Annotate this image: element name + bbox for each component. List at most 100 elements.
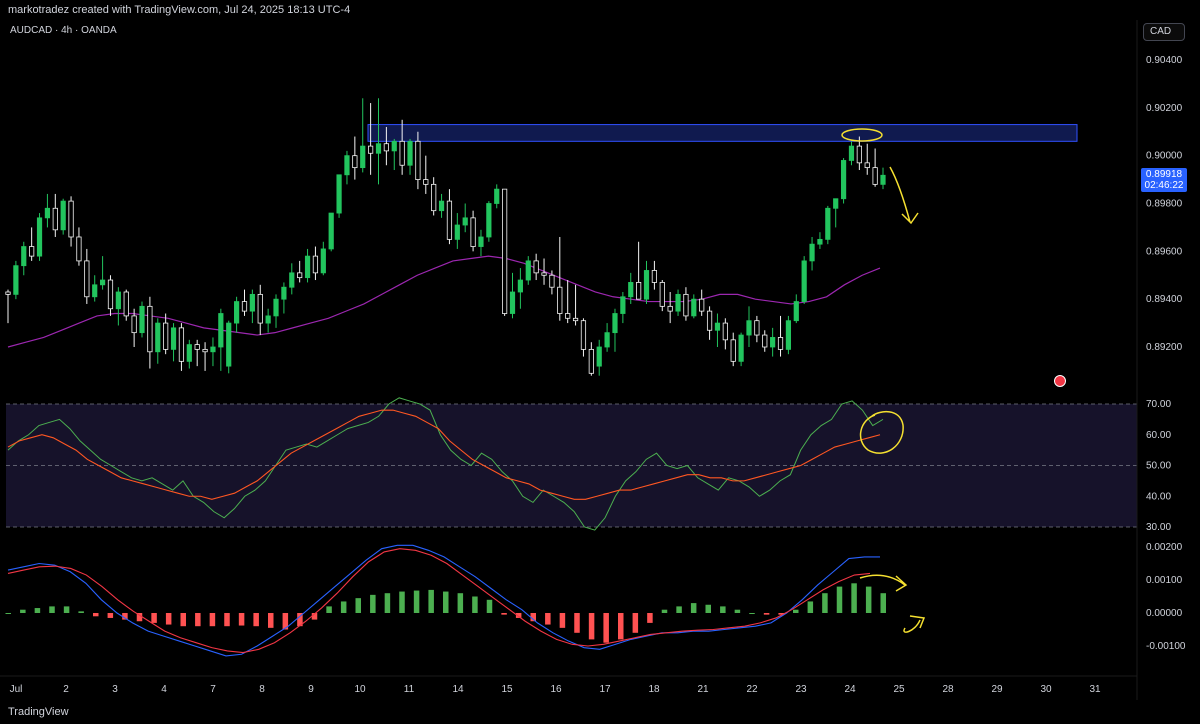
candle-body xyxy=(525,260,531,281)
candle-body xyxy=(226,322,232,367)
canada-flag-icon[interactable] xyxy=(1054,375,1066,387)
macd-histogram-bar xyxy=(195,613,201,627)
candle-body xyxy=(21,246,27,267)
candle-body xyxy=(273,298,279,317)
time-tick: 28 xyxy=(942,684,954,695)
rsi-ma-line xyxy=(7,409,881,500)
candle-body xyxy=(840,160,847,200)
candle-body xyxy=(241,301,248,312)
candle-body xyxy=(762,334,768,348)
macd-histogram-bar xyxy=(501,613,507,615)
candle-body xyxy=(13,265,19,295)
time-tick: 24 xyxy=(844,684,856,695)
macd-histogram-bar xyxy=(282,613,289,630)
macd-histogram-bar xyxy=(836,586,843,613)
candle-body xyxy=(864,162,870,169)
candle-body xyxy=(588,348,594,374)
candle-body xyxy=(249,293,255,312)
macd-histogram-bar xyxy=(880,593,886,613)
time-tick: 7 xyxy=(210,684,216,695)
candle-body xyxy=(462,217,468,226)
candle-body xyxy=(509,291,516,314)
candle-body xyxy=(801,260,807,302)
macd-histogram-bar xyxy=(107,613,114,618)
candle-body xyxy=(234,301,240,324)
time-tick: 3 xyxy=(112,684,118,695)
macd-histogram-bar xyxy=(720,606,726,613)
candle-body xyxy=(580,320,587,350)
candle-body xyxy=(691,298,697,317)
candle-body xyxy=(139,305,145,334)
candle-body xyxy=(194,344,200,350)
macd-histogram-bar xyxy=(209,613,216,627)
time-tick: 15 xyxy=(501,684,513,695)
macd-histogram-bar xyxy=(238,613,245,626)
candle-body xyxy=(833,198,839,209)
macd-histogram-bar xyxy=(428,589,434,613)
candle-body xyxy=(29,246,35,257)
candle-body xyxy=(446,200,453,240)
rsi-band xyxy=(6,404,1137,527)
candle-body xyxy=(628,282,634,298)
macd-tick: 0.00200 xyxy=(1146,542,1183,553)
candle-body xyxy=(383,143,389,152)
candle-body xyxy=(289,272,295,288)
macd-histogram-bar xyxy=(705,604,711,613)
time-tick: 8 xyxy=(259,684,265,695)
macd-histogram-bar xyxy=(793,609,799,613)
candle-body xyxy=(415,140,421,180)
macd-histogram-bar xyxy=(297,613,303,627)
candle-body xyxy=(304,255,311,279)
candle-body xyxy=(147,305,153,353)
tradingview-logo[interactable]: TradingView xyxy=(8,706,69,718)
time-tick: 14 xyxy=(452,684,464,695)
candle-body xyxy=(643,270,650,300)
price-tick: 0.89400 xyxy=(1146,294,1183,305)
price-tick: 0.90200 xyxy=(1146,103,1183,114)
macd-histogram-bar xyxy=(486,599,493,613)
candle-body xyxy=(155,322,161,353)
currency-button[interactable]: CAD xyxy=(1143,23,1185,41)
candle-body xyxy=(281,286,287,300)
macd-histogram-bar xyxy=(618,613,624,640)
price-tick: 0.89600 xyxy=(1146,246,1183,257)
macd-histogram-bar xyxy=(676,606,682,613)
candle-body xyxy=(541,272,547,276)
candle-body xyxy=(210,346,216,353)
top-bar: markotradez created with TradingView.com… xyxy=(0,0,1200,20)
time-tick: 23 xyxy=(795,684,807,695)
price-tick: 0.89800 xyxy=(1146,199,1183,210)
time-tick: 21 xyxy=(697,684,709,695)
candle-body xyxy=(60,200,66,231)
candle-body xyxy=(738,334,744,362)
candle-body xyxy=(777,337,784,350)
candle-body xyxy=(202,348,208,353)
macd-histogram-bar xyxy=(93,613,99,617)
macd-histogram-bar xyxy=(34,608,41,613)
candle-body xyxy=(517,279,523,293)
candle-body xyxy=(107,279,114,310)
candle-body xyxy=(706,310,713,331)
macd-histogram-bar xyxy=(151,613,157,623)
candle-body xyxy=(131,315,137,334)
candle-body xyxy=(604,332,610,348)
candle-body xyxy=(880,174,886,185)
candle-body xyxy=(36,217,43,257)
macd-histogram-bar xyxy=(690,603,697,613)
time-tick: 4 xyxy=(161,684,167,695)
macd-histogram-bar xyxy=(632,613,639,633)
symbol-info[interactable]: AUDCAD · 4h · OANDA xyxy=(10,25,117,36)
rsi-tick: 60.00 xyxy=(1146,430,1171,441)
credit-text: markotradez created with TradingView.com… xyxy=(8,4,351,16)
candle-body xyxy=(651,270,657,283)
macd-histogram-bar xyxy=(340,601,347,613)
macd-histogram-bar xyxy=(370,594,376,613)
time-tick: 10 xyxy=(354,684,366,695)
price-tick: 0.90400 xyxy=(1146,55,1183,66)
macd-tick: 0.00000 xyxy=(1146,608,1183,619)
macd-histogram-bar xyxy=(807,601,814,613)
candle-body xyxy=(5,291,11,295)
candle-body xyxy=(746,320,752,336)
candle-body xyxy=(636,282,642,300)
